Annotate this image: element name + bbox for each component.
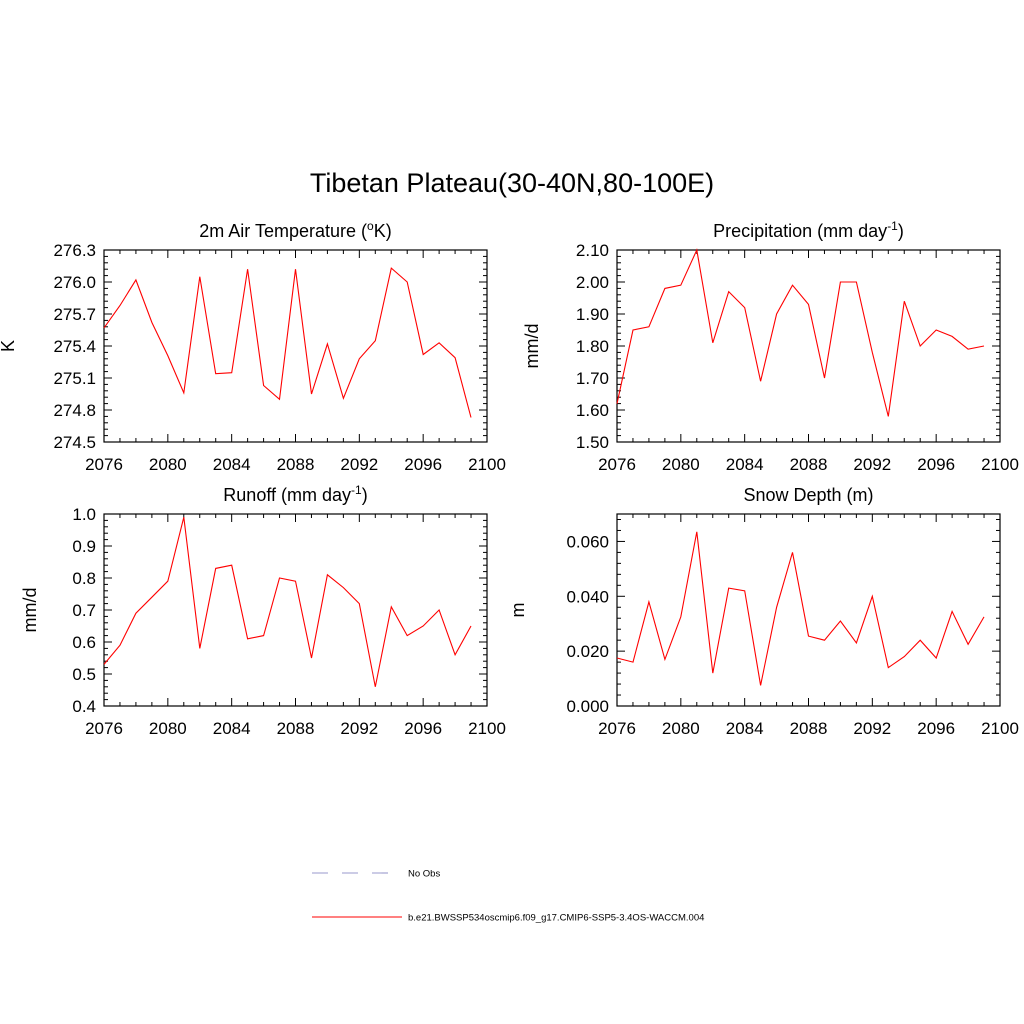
panel-title: Snow Depth (m) xyxy=(743,485,873,505)
y-tick-label: 0.5 xyxy=(72,665,96,684)
plot-frame xyxy=(616,249,1001,443)
x-tick-label: 2096 xyxy=(917,719,955,738)
panel-air-temperature: 2076 2080 2084 2088 2092 2096 2100 274.5 274.8 27… xyxy=(0,219,506,474)
x-tick-label: 2080 xyxy=(149,719,187,738)
panel-title: Runoff (mm day-1) xyxy=(223,483,367,505)
legend-label: No Obs xyxy=(408,869,440,880)
x-tick-label: 2100 xyxy=(981,455,1019,474)
y-tick-label: 2.00 xyxy=(576,273,609,292)
y-tick-label: 1.0 xyxy=(72,505,96,524)
panel-runoff: 2076 2080 2084 2088 2092 2096 2100 0.4 0.5 0.6 0.7… xyxy=(20,483,506,738)
x-tick-label: 2076 xyxy=(598,455,636,474)
y-tick-label: 0.020 xyxy=(566,642,609,661)
y-tick-label: 0.6 xyxy=(72,633,96,652)
x-tick-label: 2088 xyxy=(277,719,315,738)
y-tick-label: 275.4 xyxy=(53,337,96,356)
series-line xyxy=(103,517,472,687)
plot-frame xyxy=(103,249,488,443)
x-tick-label: 2096 xyxy=(404,719,442,738)
x-tick-label: 2092 xyxy=(853,455,891,474)
panel-title: Precipitation (mm day-1) xyxy=(713,219,904,241)
y-tick-label: 2.10 xyxy=(576,241,609,260)
legend: No Obs b.e21.BWSSP534oscmip6.f09_g17.CMIP… xyxy=(312,869,704,924)
x-tick-label: 2092 xyxy=(340,719,378,738)
x-tick-label: 2084 xyxy=(213,719,251,738)
x-tick-label: 2100 xyxy=(468,455,506,474)
series-line xyxy=(616,248,985,417)
y-tick-label: 0.4 xyxy=(72,697,96,716)
x-tick-label: 2084 xyxy=(726,455,764,474)
plot-frame xyxy=(103,513,488,707)
x-tick-label: 2088 xyxy=(277,455,315,474)
x-tick-label: 2084 xyxy=(726,719,764,738)
x-tick-label: 2084 xyxy=(213,455,251,474)
panel-snow-depth: 2076 2080 2084 2088 2092 2096 2100 0.000 0.020 0.… xyxy=(508,485,1019,738)
y-tick-label: 1.90 xyxy=(576,305,609,324)
y-tick-label: 1.60 xyxy=(576,401,609,420)
main-title: Tibetan Plateau(30-40N,80-100E) xyxy=(309,168,715,198)
series-line xyxy=(616,531,985,686)
x-tick-label: 2100 xyxy=(468,719,506,738)
x-tick-label: 2096 xyxy=(404,455,442,474)
y-tick-label: 274.8 xyxy=(53,401,96,420)
y-axis-label: mm/d xyxy=(522,324,542,369)
x-tick-label: 2096 xyxy=(917,455,955,474)
plot-frame xyxy=(616,513,1001,707)
y-tick-label: 1.70 xyxy=(576,369,609,388)
x-tick-label: 2080 xyxy=(662,719,700,738)
y-tick-label: 1.50 xyxy=(576,433,609,452)
y-tick-label: 275.7 xyxy=(53,305,96,324)
x-tick-label: 2080 xyxy=(149,455,187,474)
y-tick-label: 276.3 xyxy=(53,241,96,260)
x-tick-label: 2080 xyxy=(662,455,700,474)
y-tick-label: 276.0 xyxy=(53,273,96,292)
y-tick-label: 0.7 xyxy=(72,601,96,620)
x-tick-label: 2076 xyxy=(85,455,123,474)
panel-title: 2m Air Temperature (oK) xyxy=(199,219,391,241)
y-tick-label: 0.060 xyxy=(566,532,609,551)
x-tick-label: 2092 xyxy=(853,719,891,738)
x-tick-label: 2092 xyxy=(340,455,378,474)
x-tick-label: 2088 xyxy=(790,719,828,738)
y-axis-label: K xyxy=(0,340,18,352)
y-tick-label: 0.000 xyxy=(566,697,609,716)
y-tick-label: 274.5 xyxy=(53,433,96,452)
x-tick-label: 2076 xyxy=(85,719,123,738)
y-tick-label: 275.1 xyxy=(53,369,96,388)
y-axis-label: m xyxy=(508,603,528,618)
x-tick-label: 2100 xyxy=(981,719,1019,738)
y-tick-label: 1.80 xyxy=(576,337,609,356)
y-tick-label: 0.9 xyxy=(72,537,96,556)
y-tick-label: 0.8 xyxy=(72,569,96,588)
x-tick-label: 2088 xyxy=(790,455,828,474)
series-line xyxy=(103,267,472,418)
y-tick-label: 0.040 xyxy=(566,587,609,606)
y-axis-label: mm/d xyxy=(20,588,40,633)
panel-precipitation: 2076 2080 2084 2088 2092 2096 2100 1.50 1.60 1.70… xyxy=(522,219,1019,474)
legend-label: b.e21.BWSSP534oscmip6.f09_g17.CMIP6-SSP5… xyxy=(408,913,704,924)
x-tick-label: 2076 xyxy=(598,719,636,738)
